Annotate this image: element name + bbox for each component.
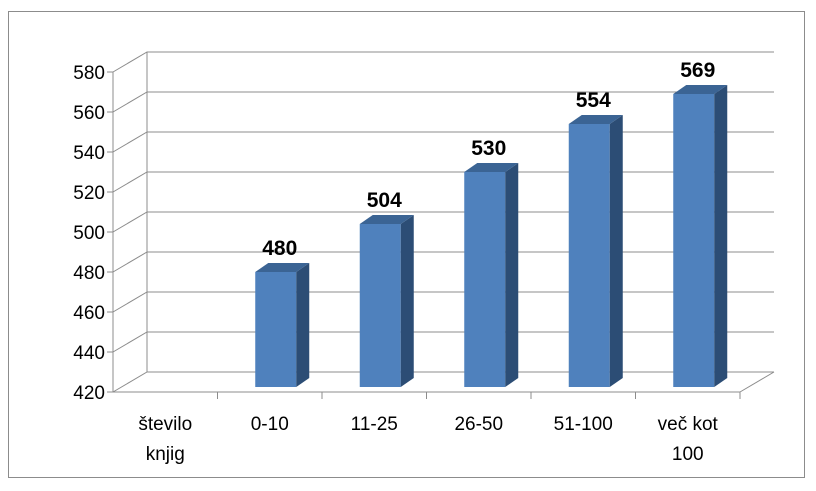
bar-top — [359, 215, 414, 224]
gridline — [112, 51, 774, 73]
data-label: 504 — [367, 189, 402, 212]
x-category-label: število knjig — [138, 414, 192, 465]
floor-back-line — [112, 371, 774, 393]
gridline — [112, 171, 774, 193]
bar-front — [464, 172, 506, 387]
bar-front — [359, 224, 401, 387]
bar-side — [505, 163, 519, 387]
y-tick-label: 440 — [73, 343, 105, 364]
data-label: 554 — [576, 89, 611, 112]
gridline — [112, 131, 774, 153]
data-label: 530 — [471, 137, 506, 160]
x-category-label: 51-100 — [554, 414, 613, 435]
y-tick-label: 520 — [73, 183, 105, 204]
x-category-label: več kot 100 — [658, 414, 719, 465]
bar-front — [255, 272, 297, 387]
x-category-label: 11-25 — [351, 414, 398, 435]
floor-right-edge — [739, 371, 775, 393]
bar-top — [255, 263, 310, 272]
bar-top — [568, 115, 623, 124]
y-tick-label: 420 — [73, 383, 105, 404]
y-tick-label: 460 — [73, 303, 105, 324]
bar-top — [673, 85, 728, 94]
y-tick-label: 560 — [73, 103, 105, 124]
axes — [107, 71, 741, 399]
gridline — [112, 331, 774, 353]
gridline — [112, 251, 774, 273]
bar-side — [296, 263, 310, 387]
gridline — [112, 91, 774, 113]
bar-top — [464, 163, 519, 172]
y-tick-label: 480 — [73, 263, 105, 284]
bar-front — [568, 124, 610, 387]
data-label: 480 — [262, 237, 297, 260]
bar-side — [609, 115, 623, 387]
data-label: 569 — [680, 59, 715, 82]
x-category-label: 26-50 — [454, 414, 503, 435]
y-tick-label: 500 — [73, 223, 105, 244]
y-tick-label: 580 — [73, 63, 105, 84]
gridline — [112, 291, 774, 313]
bar-front — [673, 94, 715, 387]
bar-side — [400, 215, 414, 387]
x-category-label: 0-10 — [251, 414, 289, 435]
bars — [255, 85, 728, 387]
labels: 420 440 460 480 500 520 540 560 580 število knjig 0… — [73, 59, 718, 465]
bar-side — [714, 85, 728, 387]
y-tick-label: 540 — [73, 143, 105, 164]
gridline — [112, 211, 774, 233]
